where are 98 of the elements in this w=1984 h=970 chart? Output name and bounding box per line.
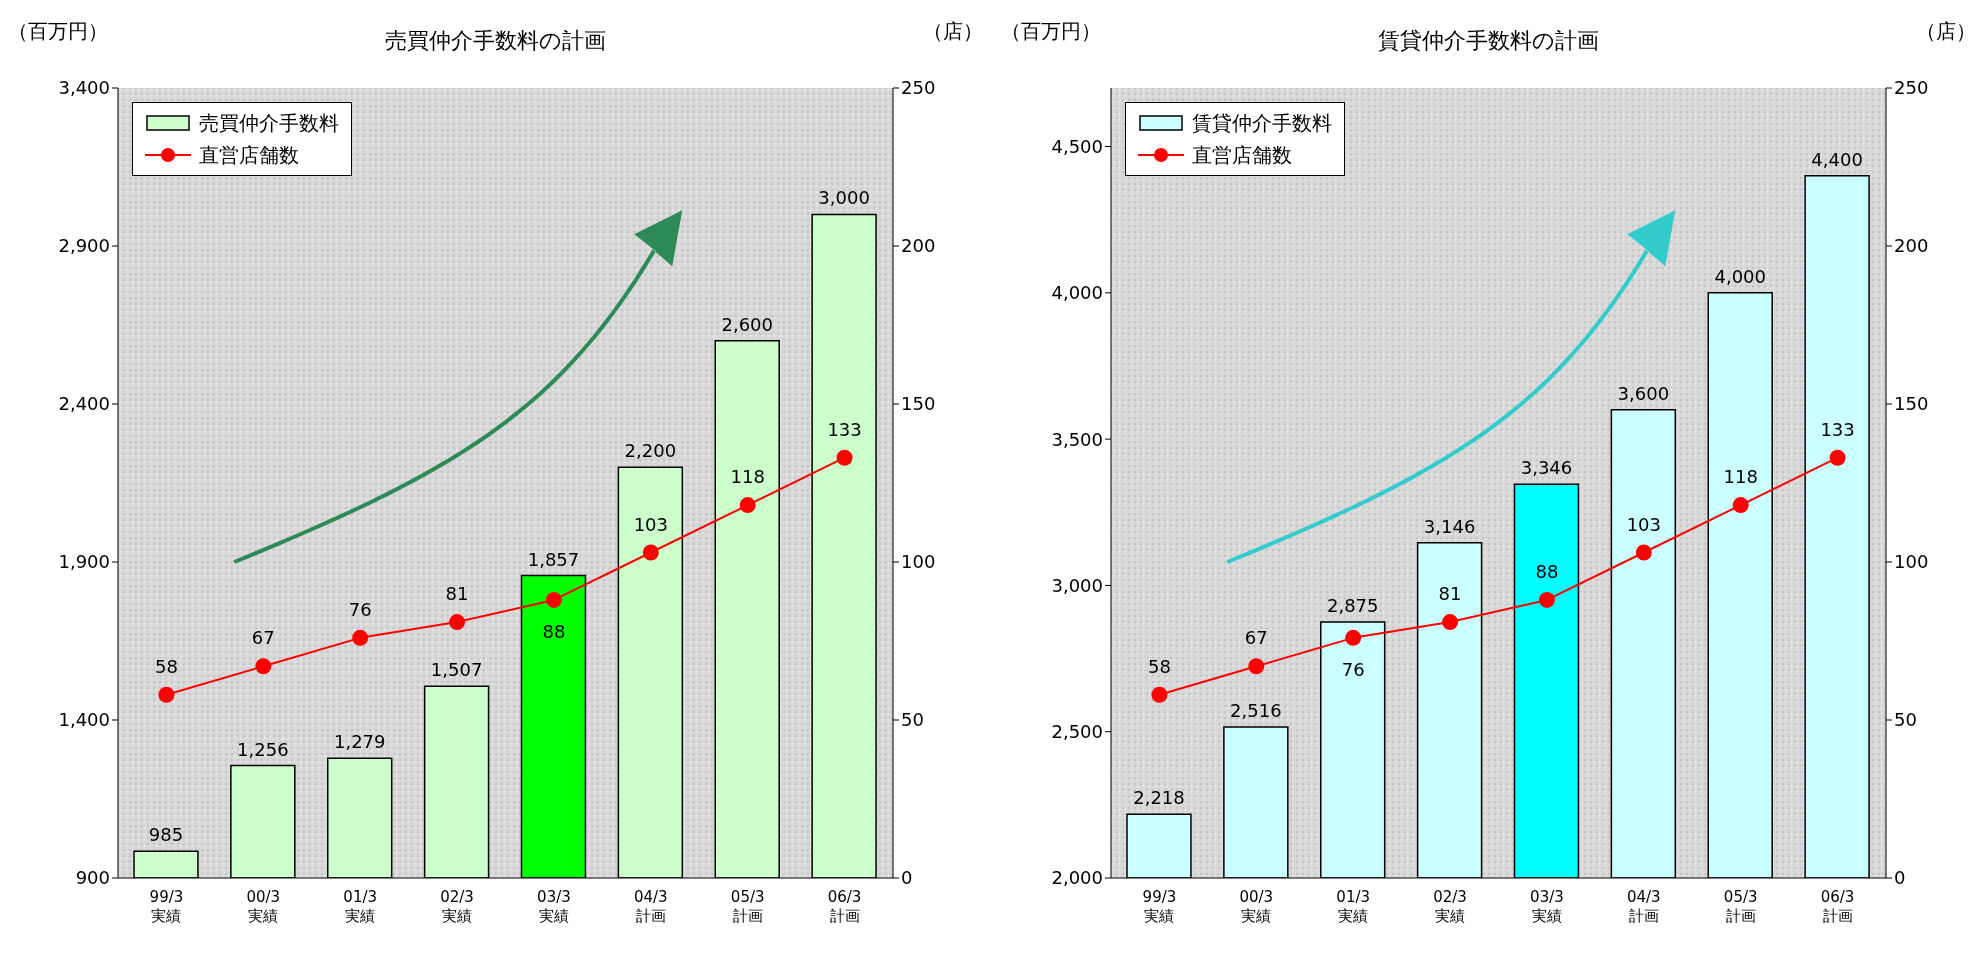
data-label: 1,857: [527, 548, 580, 570]
x-tick-label: 05/3 計画: [730, 888, 765, 925]
y2-tick-label: 100: [901, 551, 936, 573]
data-label: 2,218: [1133, 787, 1185, 809]
y2-tick-label: 100: [1894, 551, 1929, 573]
x-tick-label: 00/3 実績: [1239, 888, 1274, 925]
y-axis-title: （百万円）: [8, 18, 108, 45]
y-tick-label: 2,400: [58, 393, 110, 415]
y-tick-label: 3,500: [1051, 428, 1103, 450]
point: [1538, 591, 1555, 608]
data-label: 3,000: [818, 187, 870, 209]
data-label: 2,600: [721, 313, 773, 335]
data-label: 3,346: [1520, 457, 1573, 479]
data-label: 4,000: [1714, 265, 1766, 287]
y2-tick-label: 50: [1894, 709, 1917, 731]
point: [1248, 658, 1265, 675]
data-label: 81: [1438, 583, 1462, 605]
y2-tick-label: 200: [1894, 235, 1929, 257]
data-label: 1,256: [237, 738, 289, 760]
data-label: 1,507: [430, 659, 483, 681]
legend-label: 賃貸仲介手数料: [1192, 110, 1332, 137]
data-label: 58: [154, 655, 178, 677]
x-tick-label: 99/3 実績: [1142, 888, 1177, 925]
point: [1151, 686, 1168, 703]
data-label: 103: [633, 513, 668, 535]
point: [1635, 544, 1652, 561]
data-label: 67: [251, 627, 275, 649]
x-tick-label: 05/3 計画: [1723, 888, 1758, 925]
y-tick-label: 2,500: [1051, 721, 1103, 743]
y2-tick-label: 0: [901, 867, 913, 889]
y2-tick-label: 150: [1894, 393, 1929, 415]
data-label: 103: [1626, 513, 1661, 535]
data-label: 985: [148, 824, 184, 846]
y2-tick-label: 150: [901, 393, 936, 415]
x-tick-label: 04/3 計画: [633, 888, 668, 925]
y2-tick-label: 0: [1894, 867, 1906, 889]
x-tick-label: 02/3 実績: [1433, 888, 1467, 925]
point: [158, 686, 175, 703]
chart-title: 売買仲介手数料の計画: [385, 28, 606, 53]
x-tick-label: 03/3 実績: [537, 888, 571, 925]
point: [1829, 449, 1846, 466]
x-tick-label: 04/3 計画: [1626, 888, 1661, 925]
y-tick-label: 2,000: [1051, 867, 1103, 889]
point: [836, 449, 853, 466]
point: [739, 497, 756, 514]
y-tick-label: 3,000: [1051, 574, 1103, 596]
data-label: 76: [348, 598, 372, 620]
data-label: 1,279: [333, 731, 386, 753]
legend-label: 売買仲介手数料: [199, 110, 339, 137]
y2-tick-label: 50: [901, 709, 924, 731]
data-label: 67: [1244, 627, 1268, 649]
y-tick-label: 4,500: [1051, 135, 1103, 157]
y2-tick-label: 200: [901, 235, 936, 257]
data-label: 4,400: [1811, 148, 1863, 170]
y-tick-label: 900: [75, 867, 110, 889]
point: [352, 629, 369, 646]
x-tick-label: 03/3 実績: [1530, 888, 1564, 925]
data-label: 81: [445, 583, 469, 605]
point: [1732, 497, 1749, 514]
data-label: 88: [542, 620, 566, 642]
x-tick-label: 02/3 実績: [440, 888, 474, 925]
data-label: 133: [1820, 418, 1855, 440]
y-tick-label: 3,400: [58, 77, 110, 99]
point: [449, 614, 466, 631]
data-label: 133: [827, 418, 862, 440]
data-label: 3,600: [1617, 382, 1670, 404]
y2-tick-label: 250: [1894, 77, 1929, 99]
y-tick-label: 1,400: [58, 709, 110, 731]
y-tick-label: 2,900: [58, 235, 110, 257]
point: [255, 658, 272, 675]
point: [545, 591, 562, 608]
y-tick-label: 4,000: [1051, 282, 1103, 304]
data-label: 3,146: [1423, 515, 1476, 537]
chart-title: 賃貸仲介手数料の計画: [1378, 28, 1599, 53]
y2-axis-title: （店）: [1916, 18, 1976, 45]
y2-tick-label: 250: [901, 77, 936, 99]
data-label: 76: [1341, 658, 1365, 680]
x-tick-label: 06/3 計画: [827, 888, 862, 925]
data-label: 118: [1723, 466, 1758, 488]
data-label: 88: [1535, 560, 1559, 582]
x-tick-label: 01/3 実績: [343, 888, 378, 925]
data-label: 2,200: [624, 440, 677, 462]
legend-label: 直営店舗数: [1192, 142, 1292, 169]
data-label: 2,516: [1230, 700, 1282, 722]
data-label: 118: [730, 466, 765, 488]
x-tick-label: 00/3 実績: [246, 888, 281, 925]
y-tick-label: 1,900: [58, 551, 110, 573]
data-label: 2,875: [1326, 594, 1379, 616]
y2-axis-title: （店）: [923, 18, 983, 45]
x-tick-label: 01/3 実績: [1336, 888, 1371, 925]
data-label: 58: [1147, 655, 1171, 677]
y-axis-title: （百万円）: [1001, 18, 1101, 45]
point: [642, 544, 659, 561]
point: [1442, 614, 1459, 631]
point: [1345, 629, 1362, 646]
x-tick-label: 06/3 計画: [1820, 888, 1855, 925]
legend-label: 直営店舗数: [199, 142, 299, 169]
x-tick-label: 99/3 実績: [149, 888, 184, 925]
